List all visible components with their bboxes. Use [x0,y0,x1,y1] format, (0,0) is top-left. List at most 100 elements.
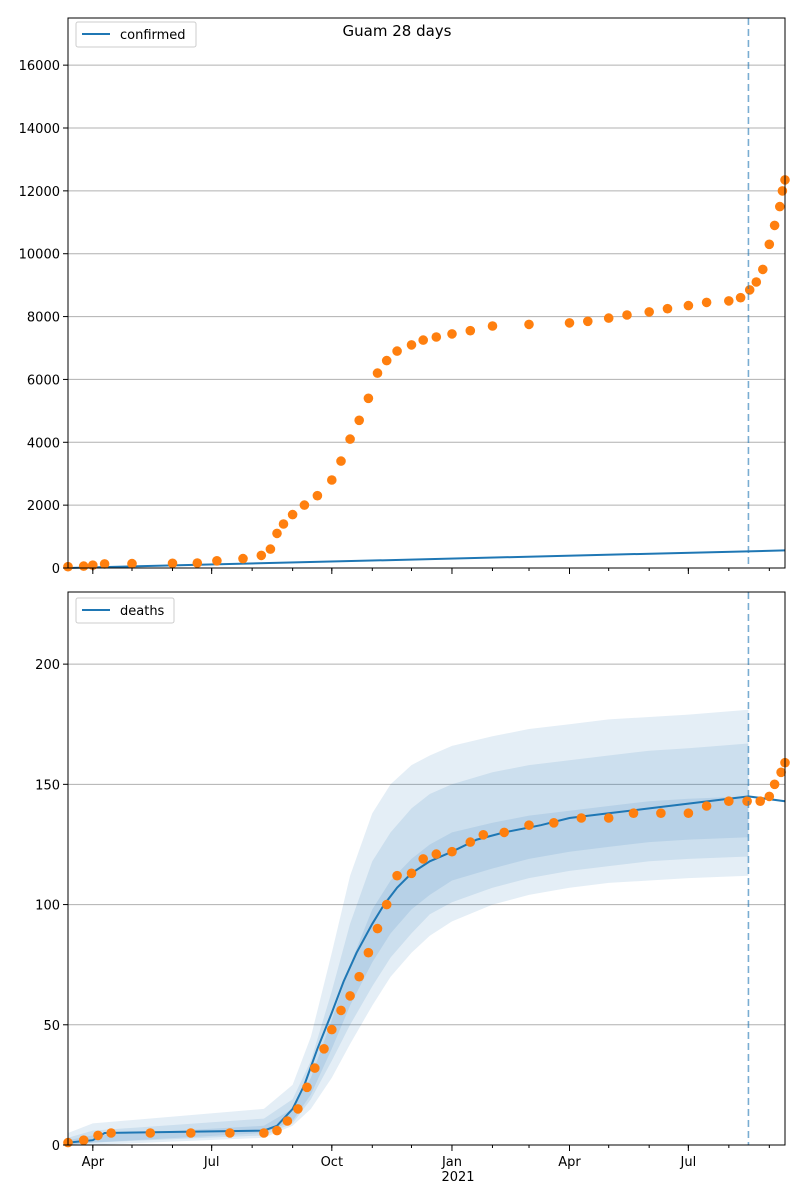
top-observed-point [431,332,442,342]
top-plot-frame [67,17,786,569]
x-tick-label: Jul [203,1155,220,1170]
top-observed-point [603,313,614,323]
bottom-observed-point [93,1130,103,1141]
bottom-uncertainty-band [68,743,749,1145]
bottom-observed-point [701,801,712,811]
top-ytick-label: 10000 [19,248,60,263]
bottom-observed-point [302,1082,312,1093]
bottom-ytick-label: 0 [52,1139,60,1154]
top-legend-label: confirmed [120,28,186,43]
top-observed-point [256,550,267,561]
confirmed-panel: 0 2000 4000 6000 8000 10000 12000 14000 16000 co… [19,17,790,577]
top-observed-point [564,318,575,328]
top-ytick-label: 8000 [27,311,60,326]
bottom-observed-point [310,1063,320,1073]
bottom-ytick-label: 200 [35,658,60,673]
top-observed-point [167,558,178,569]
top-legend-box [75,21,197,48]
top-observed-point [363,393,374,404]
x-year-label: 2021 [441,1170,474,1185]
bottom-observed-point [683,808,694,818]
top-ytick-label: 6000 [27,373,60,388]
bottom-observed-point [742,796,752,806]
top-observed-point [299,500,310,510]
top-observed-point [372,368,383,378]
top-observed-point [238,553,248,564]
top-observed-point [99,559,110,569]
top-observed-point [127,558,137,569]
top-observed-point [447,329,457,339]
bottom-observed-point [225,1128,235,1138]
bottom-observed-point [345,991,355,1001]
x-tick-label: Oct [321,1155,343,1170]
top-observed-point [583,316,593,327]
top-observed-point [192,558,203,568]
top-observed-point [381,355,392,366]
bottom-observed-point [327,1024,337,1035]
bottom-observed-point [628,808,639,818]
bottom-observed-point [381,899,392,910]
x-tick-label: Apr [82,1155,105,1170]
bottom-observed-point [372,923,383,934]
bottom-observed-point [724,796,734,806]
top-ytick-label: 4000 [27,436,60,451]
bottom-legend-label: deaths [120,604,165,619]
bottom-ytick-label: 100 [35,899,60,914]
bottom-observed-point [406,868,417,879]
top-observed-point [701,297,712,308]
top-observed-point [777,186,788,196]
top-observed-point [278,519,289,529]
bottom-legend-box [75,597,175,624]
bottom-legend: deaths [75,597,175,624]
bottom-observed-point [336,1005,346,1016]
bottom-observed-point [776,767,786,778]
top-observed-point [524,319,534,330]
x-tick-label: Apr [558,1155,581,1170]
top-legend: confirmed [75,21,197,48]
bottom-x-axis: Apr Jul Oct Jan Apr Jul [82,1145,770,1170]
top-observed-point [622,310,632,320]
bottom-observed-point [282,1116,293,1126]
bottom-ytick-label: 50 [43,1019,60,1034]
top-observed-point [272,528,282,539]
top-ytick-label: 12000 [19,185,60,200]
top-ytick-label: 14000 [19,122,60,137]
top-observed-point [751,277,762,287]
bottom-observed-point [478,830,489,840]
bottom-observed-point [755,796,765,806]
top-observed-point [764,239,775,250]
bottom-plot-frame [67,591,786,1146]
bottom-observed-point [293,1104,303,1114]
top-series-line [67,549,786,569]
top-y-axis: 0 2000 4000 6000 8000 10000 12000 14000 16000 [19,59,68,577]
bottom-observed-point [764,791,775,802]
bottom-observed-point [499,827,510,838]
top-observed-point [662,303,673,314]
top-observed-point [775,201,785,212]
top-observed-point [287,509,298,520]
top-observed-point [758,264,768,275]
bottom-y-axis: 0 50 100 150 200 [35,658,68,1154]
top-ytick-label: 0 [52,562,60,577]
top-observed-point [724,296,734,306]
top-observed-point [644,307,654,317]
top-observed-point [336,456,346,466]
top-observed-point [769,220,780,231]
top-observed-point [78,561,89,571]
top-observed-point [392,346,402,356]
top-ytick-label: 16000 [19,59,60,74]
bottom-observed-point [272,1125,282,1136]
bottom-observed-point [524,820,534,830]
bottom-observed-point [106,1128,116,1138]
top-observed-point [354,415,365,426]
bottom-observed-point [576,813,587,823]
bottom-observed-point [145,1128,156,1138]
top-observed-point [312,490,323,501]
top-observed-point [735,292,746,303]
top-observed-point [487,321,498,331]
bottom-observed-point [259,1128,269,1138]
bottom-observed-point [656,808,666,818]
bottom-observed-point [186,1128,196,1138]
top-points [63,175,790,572]
